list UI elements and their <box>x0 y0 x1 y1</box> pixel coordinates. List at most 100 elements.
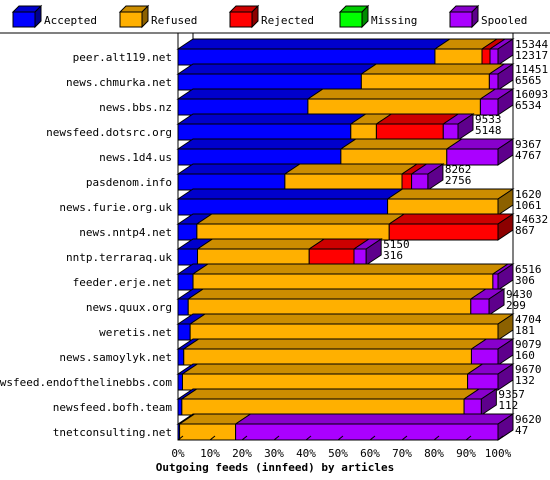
bar-segment-front <box>177 298 189 316</box>
accepted-count-label: 132 <box>515 374 535 387</box>
category-label: weretis.net <box>99 326 172 339</box>
x-tick <box>497 435 504 441</box>
bar-segment-front <box>177 373 183 391</box>
bar-segment-spooled <box>465 363 515 391</box>
x-axis: 0% 10% 20% 30% 40% 50% 60% 70% 80% 90% 100% <box>171 435 512 460</box>
category-label: newsfeed.endofthelinebbs.com <box>0 376 172 389</box>
offered-count-label: 16093 <box>515 88 548 101</box>
legend-item-refused: Refused <box>118 4 197 29</box>
bar-segment-front <box>360 73 490 91</box>
bar-segment-top <box>186 288 488 300</box>
bar-segment-front <box>467 373 499 391</box>
legend-label: Rejected <box>261 14 314 27</box>
bar-end-cap <box>497 263 514 291</box>
x-tick-label: 0% <box>171 447 185 460</box>
offered-count-label: 9357 <box>498 388 525 401</box>
legend-swatch <box>339 11 363 28</box>
bar-segment-top <box>180 388 481 400</box>
bar-end-cap <box>497 313 514 341</box>
bar-end-cap <box>427 163 444 191</box>
bar-segment-top <box>385 188 515 200</box>
accepted-count-label: 299 <box>506 299 526 312</box>
bar-segment-top <box>387 213 515 225</box>
bar-segment-front <box>308 248 355 266</box>
accepted-count-label: 306 <box>515 274 535 287</box>
offered-count-label: 9670 <box>515 363 542 376</box>
legend-swatch <box>12 11 36 28</box>
legend-label: Accepted <box>44 14 97 27</box>
bar-segment-refused <box>177 413 253 441</box>
bar-segment-rejected <box>387 213 515 241</box>
bar-segment-front <box>183 348 472 366</box>
bar-segment-front <box>489 48 499 66</box>
legend-swatch <box>229 11 253 28</box>
bar-segment-refused <box>191 263 510 291</box>
category-label: news.samoylyk.net <box>59 351 172 364</box>
bar-segment-front <box>197 248 310 266</box>
accepted-count-label: 2756 <box>445 174 472 187</box>
category-label: feeder.erje.net <box>73 276 172 289</box>
bar-segment-top <box>180 363 485 375</box>
bar-segment-front <box>187 298 472 316</box>
bar-end-cap <box>497 213 514 241</box>
bar-segment-front <box>307 98 481 116</box>
x-tick-label: 60% <box>360 447 380 460</box>
bar-news-1d4-us <box>176 138 515 166</box>
bar-segment-refused <box>433 38 499 66</box>
category-label: news.nntp4.net <box>79 226 172 239</box>
bar-newsfeed-bofh-team <box>176 388 499 416</box>
bar-segment-spooled <box>478 88 515 116</box>
bar-segment-refused <box>306 88 498 116</box>
legend-swatch <box>119 11 143 28</box>
bar-segment-top <box>359 63 507 75</box>
category-label: news.bbs.nz <box>99 101 172 114</box>
legend-item-rejected: Rejected <box>228 4 314 29</box>
bar-segment-accepted <box>176 88 325 116</box>
bar-segment-top <box>233 413 515 425</box>
bar-segment-top <box>176 63 379 75</box>
offered-count-label: 8262 <box>445 163 472 176</box>
accepted-count-label: 867 <box>515 224 535 237</box>
accepted-count-label: 316 <box>383 249 403 262</box>
bar-segment-accepted <box>176 63 379 91</box>
x-tick <box>177 435 184 441</box>
bar-end-cap <box>497 63 514 91</box>
bar-segment-front <box>177 348 185 366</box>
offered-count-label: 5150 <box>383 238 410 251</box>
category-label: news.1d4.us <box>99 151 172 164</box>
bar-segment-top <box>176 163 302 175</box>
bar-newsfeed-endofthelinebbs-com <box>176 363 515 391</box>
offered-count-label: 15344 <box>515 38 548 51</box>
bar-segment-front <box>177 148 342 166</box>
bar-segment-front <box>177 198 389 216</box>
category-label: tnetconsulting.net <box>53 426 172 439</box>
legend-label: Refused <box>151 14 197 27</box>
legend-item-accepted: Accepted <box>11 4 97 29</box>
offered-count-label: 6516 <box>515 263 542 276</box>
legend-label: Missing <box>371 14 417 27</box>
bar-segment-front <box>387 198 499 216</box>
bar-weretis-net <box>176 313 515 341</box>
bar-segment-spooled <box>469 288 506 316</box>
bar-segment-top <box>191 263 510 275</box>
accepted-count-label: 112 <box>498 399 518 412</box>
bar-segment-front <box>442 123 459 141</box>
bar-segment-front <box>492 273 499 291</box>
bar-segment-front <box>470 348 499 366</box>
bar-end-cap <box>497 413 514 441</box>
bar-end-cap <box>497 138 514 166</box>
bar-end-cap <box>365 238 382 266</box>
bar-end-cap <box>497 38 514 66</box>
offered-count-label: 4704 <box>515 313 542 326</box>
bar-news-nntp4-net <box>176 213 515 241</box>
legend-label: Spooled <box>481 14 527 27</box>
category-label: nntp.terraraq.uk <box>66 251 172 264</box>
legend-swatch <box>449 11 473 28</box>
bar-segment-accepted <box>176 163 302 191</box>
bar-segment-front <box>189 323 499 341</box>
x-axis-label: Outgoing feeds (innfeed) by articles <box>156 461 394 474</box>
bar-segment-top <box>176 88 325 100</box>
bar-segment-refused <box>339 138 464 166</box>
